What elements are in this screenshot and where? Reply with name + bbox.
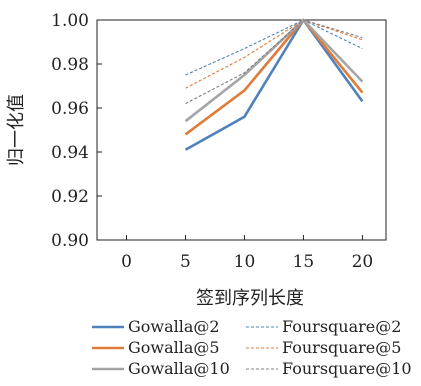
x-axis-title: 签到序列长度	[196, 288, 304, 309]
series-lines	[184, 18, 364, 151]
x-tick-label: 15	[293, 252, 315, 272]
legend-label: Foursquare@5	[282, 338, 401, 357]
y-tick-label: 0.92	[51, 187, 89, 207]
legend-label: Gowalla@5	[128, 338, 220, 357]
series-line-foursquare-at-5	[185, 19, 363, 89]
series-line-gowalla-at-2	[184, 18, 364, 151]
legend: Gowalla@2 Foursquare@2 Gowalla@5 Foursquare…	[92, 317, 412, 378]
x-axis-ticks: 0 5 10 15 20	[121, 235, 373, 272]
series-line-foursquare-at-2	[185, 19, 363, 76]
y-axis-ticks: 0.90 0.92 0.94 0.96 0.98 1.00	[51, 11, 102, 251]
y-tick-label: 1.00	[51, 11, 89, 31]
series-line-gowalla-at-10	[184, 18, 364, 123]
y-tick-label: 0.96	[51, 99, 89, 119]
x-tick-label: 0	[121, 252, 132, 272]
legend-label: Gowalla@2	[128, 317, 220, 336]
y-axis-title: 归一化值	[6, 94, 27, 166]
y-tick-label: 0.98	[51, 55, 89, 75]
series-line-foursquare-at-10	[185, 19, 363, 105]
y-tick-label: 0.90	[51, 231, 89, 251]
series-line-gowalla-at-5	[184, 18, 364, 136]
legend-label: Foursquare@2	[282, 317, 401, 336]
plot-area	[96, 19, 387, 241]
legend-label: Gowalla@10	[128, 359, 230, 378]
x-tick-label: 10	[234, 252, 256, 272]
legend-label: Foursquare@10	[282, 359, 412, 378]
y-tick-label: 0.94	[51, 143, 89, 163]
x-tick-label: 20	[352, 252, 374, 272]
plot-frame	[96, 19, 387, 241]
x-tick-label: 5	[180, 252, 191, 272]
